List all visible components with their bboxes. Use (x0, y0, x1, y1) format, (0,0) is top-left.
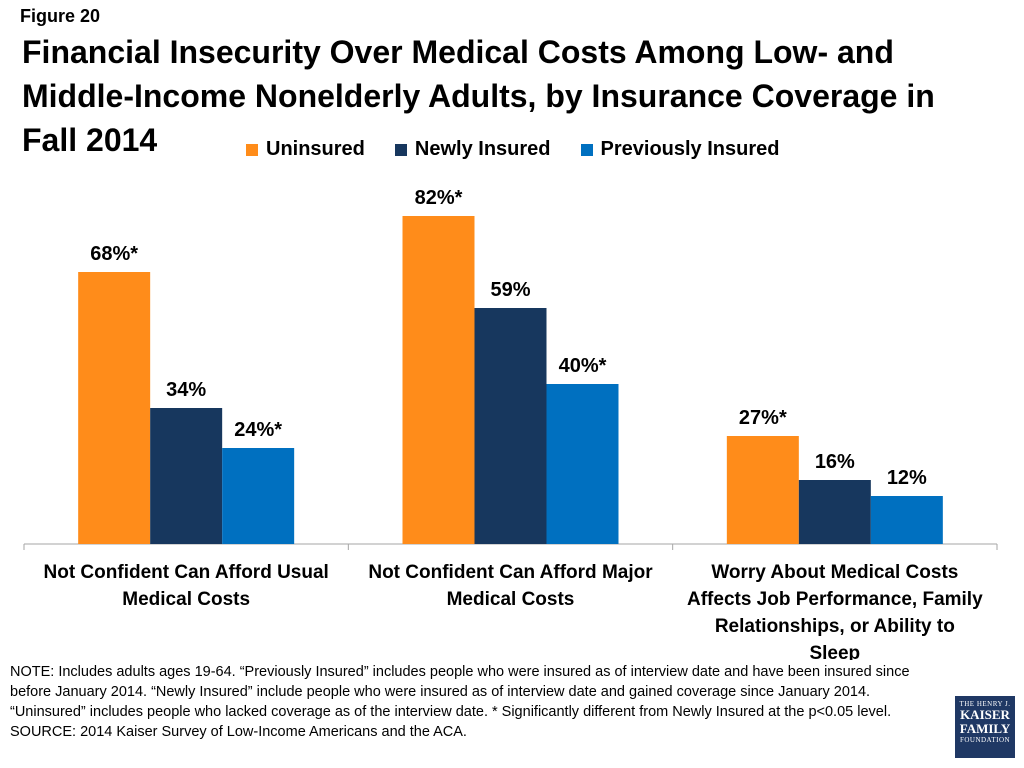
bar-previously-insured-1 (222, 448, 295, 544)
legend-label-uninsured: Uninsured (266, 138, 365, 160)
legend-label-newly-insured: Newly Insured (414, 138, 551, 160)
data-label-previously-insured-1: 24%* (234, 419, 282, 441)
legend-swatch-newly-insured (394, 143, 407, 156)
data-label-uninsured-2: 82%* (415, 187, 463, 209)
logo-line3: FAMILY (959, 721, 1011, 736)
category-label-1: Not Confident Can Afford Usual Medical Co… (44, 562, 329, 610)
note-text: NOTE: Includes adults ages 19-64. “Previ… (10, 664, 910, 720)
data-label-uninsured-1: 68%* (90, 243, 138, 265)
footnote: NOTE: Includes adults ages 19-64. “Previ… (10, 662, 930, 742)
chart-title: Financial Insecurity Over Medical Costs … (22, 34, 935, 158)
bar-uninsured-2 (402, 216, 475, 544)
legend-item-previously-insured: Previously Insured (580, 138, 780, 161)
data-label-uninsured-3: 27%* (739, 407, 787, 429)
bar-uninsured-1 (78, 272, 151, 544)
source-text: SOURCE: 2014 Kaiser Survey of Low-Income… (10, 724, 467, 740)
logo-line1: THE HENRY J. (959, 700, 1011, 708)
bar-uninsured-3 (726, 436, 799, 544)
bar-previously-insured-2 (546, 384, 619, 544)
bar-newly-insured-3 (798, 480, 871, 544)
legend: Uninsured Newly Insured Previously Insur… (246, 138, 779, 161)
bar-newly-insured-1 (150, 408, 223, 544)
figure-label: Figure 20 (20, 6, 101, 26)
legend-swatch-previously-insured (580, 143, 593, 156)
kff-logo: THE HENRY J. KAISER FAMILY FOUNDATION (955, 696, 1015, 758)
legend-item-newly-insured: Newly Insured (394, 138, 551, 161)
data-label-previously-insured-3: 12% (887, 467, 927, 489)
data-label-newly-insured-3: 16% (815, 451, 855, 473)
legend-label-previously-insured: Previously Insured (600, 138, 780, 160)
bar-chart: 68%* 34% 24%* Not Confident Can Afford Usua… (23, 187, 998, 660)
data-label-previously-insured-2: 40%* (559, 355, 607, 377)
category-label-3: Worry About Medical Costs Affects Job Per… (687, 562, 983, 660)
category-label-2: Not Confident Can Afford Major Medical Co… (368, 562, 653, 610)
bar-previously-insured-3 (870, 496, 943, 544)
legend-item-uninsured: Uninsured (246, 138, 365, 161)
bar-newly-insured-2 (474, 308, 547, 544)
logo-line4: FOUNDATION (959, 736, 1011, 744)
data-label-newly-insured-1: 34% (166, 379, 206, 401)
data-label-newly-insured-2: 59% (490, 279, 530, 301)
logo-line2: KAISER (960, 707, 1010, 722)
legend-swatch-uninsured (246, 143, 258, 156)
